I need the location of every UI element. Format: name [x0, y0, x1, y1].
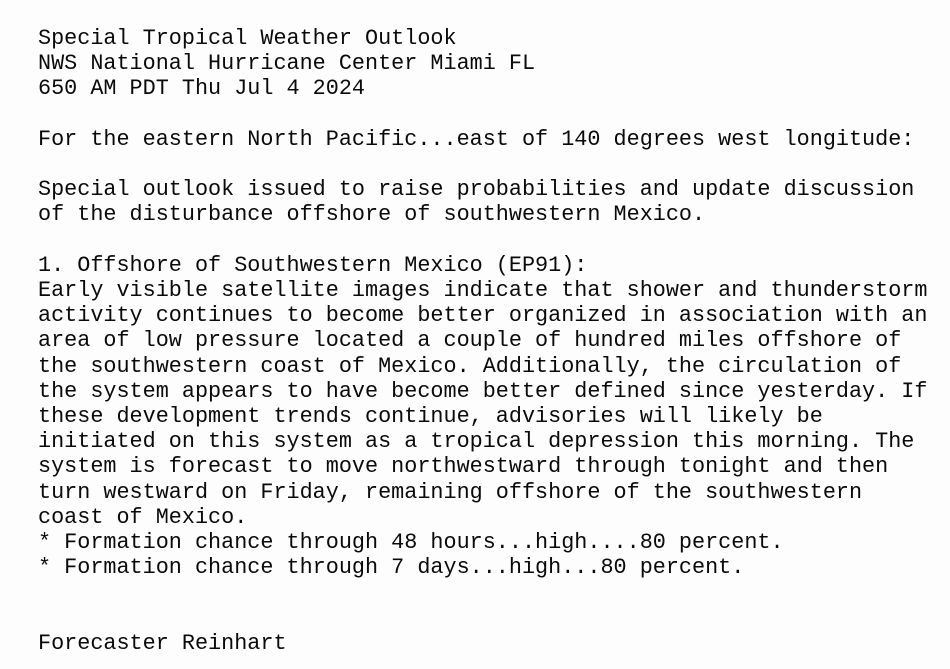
system-1-discussion: Early visible satellite images indicate …: [38, 277, 928, 530]
tropical-weather-outlook-bulletin: Special Tropical Weather Outlook NWS Nat…: [38, 26, 940, 656]
region-scope-line: For the eastern North Pacific...east of …: [38, 126, 915, 152]
forecaster-signature: Forecaster Reinhart: [38, 630, 287, 656]
system-1-section: 1. Offshore of Southwestern Mexico (EP91…: [38, 253, 940, 581]
special-note: Special outlook issued to raise probabil…: [38, 177, 915, 228]
bulletin-header: Special Tropical Weather Outlook NWS Nat…: [38, 26, 536, 102]
system-1-heading: 1. Offshore of Southwestern Mexico (EP91…: [38, 252, 588, 278]
formation-chance-list: * Formation chance through 48 hours...hi…: [38, 530, 784, 581]
